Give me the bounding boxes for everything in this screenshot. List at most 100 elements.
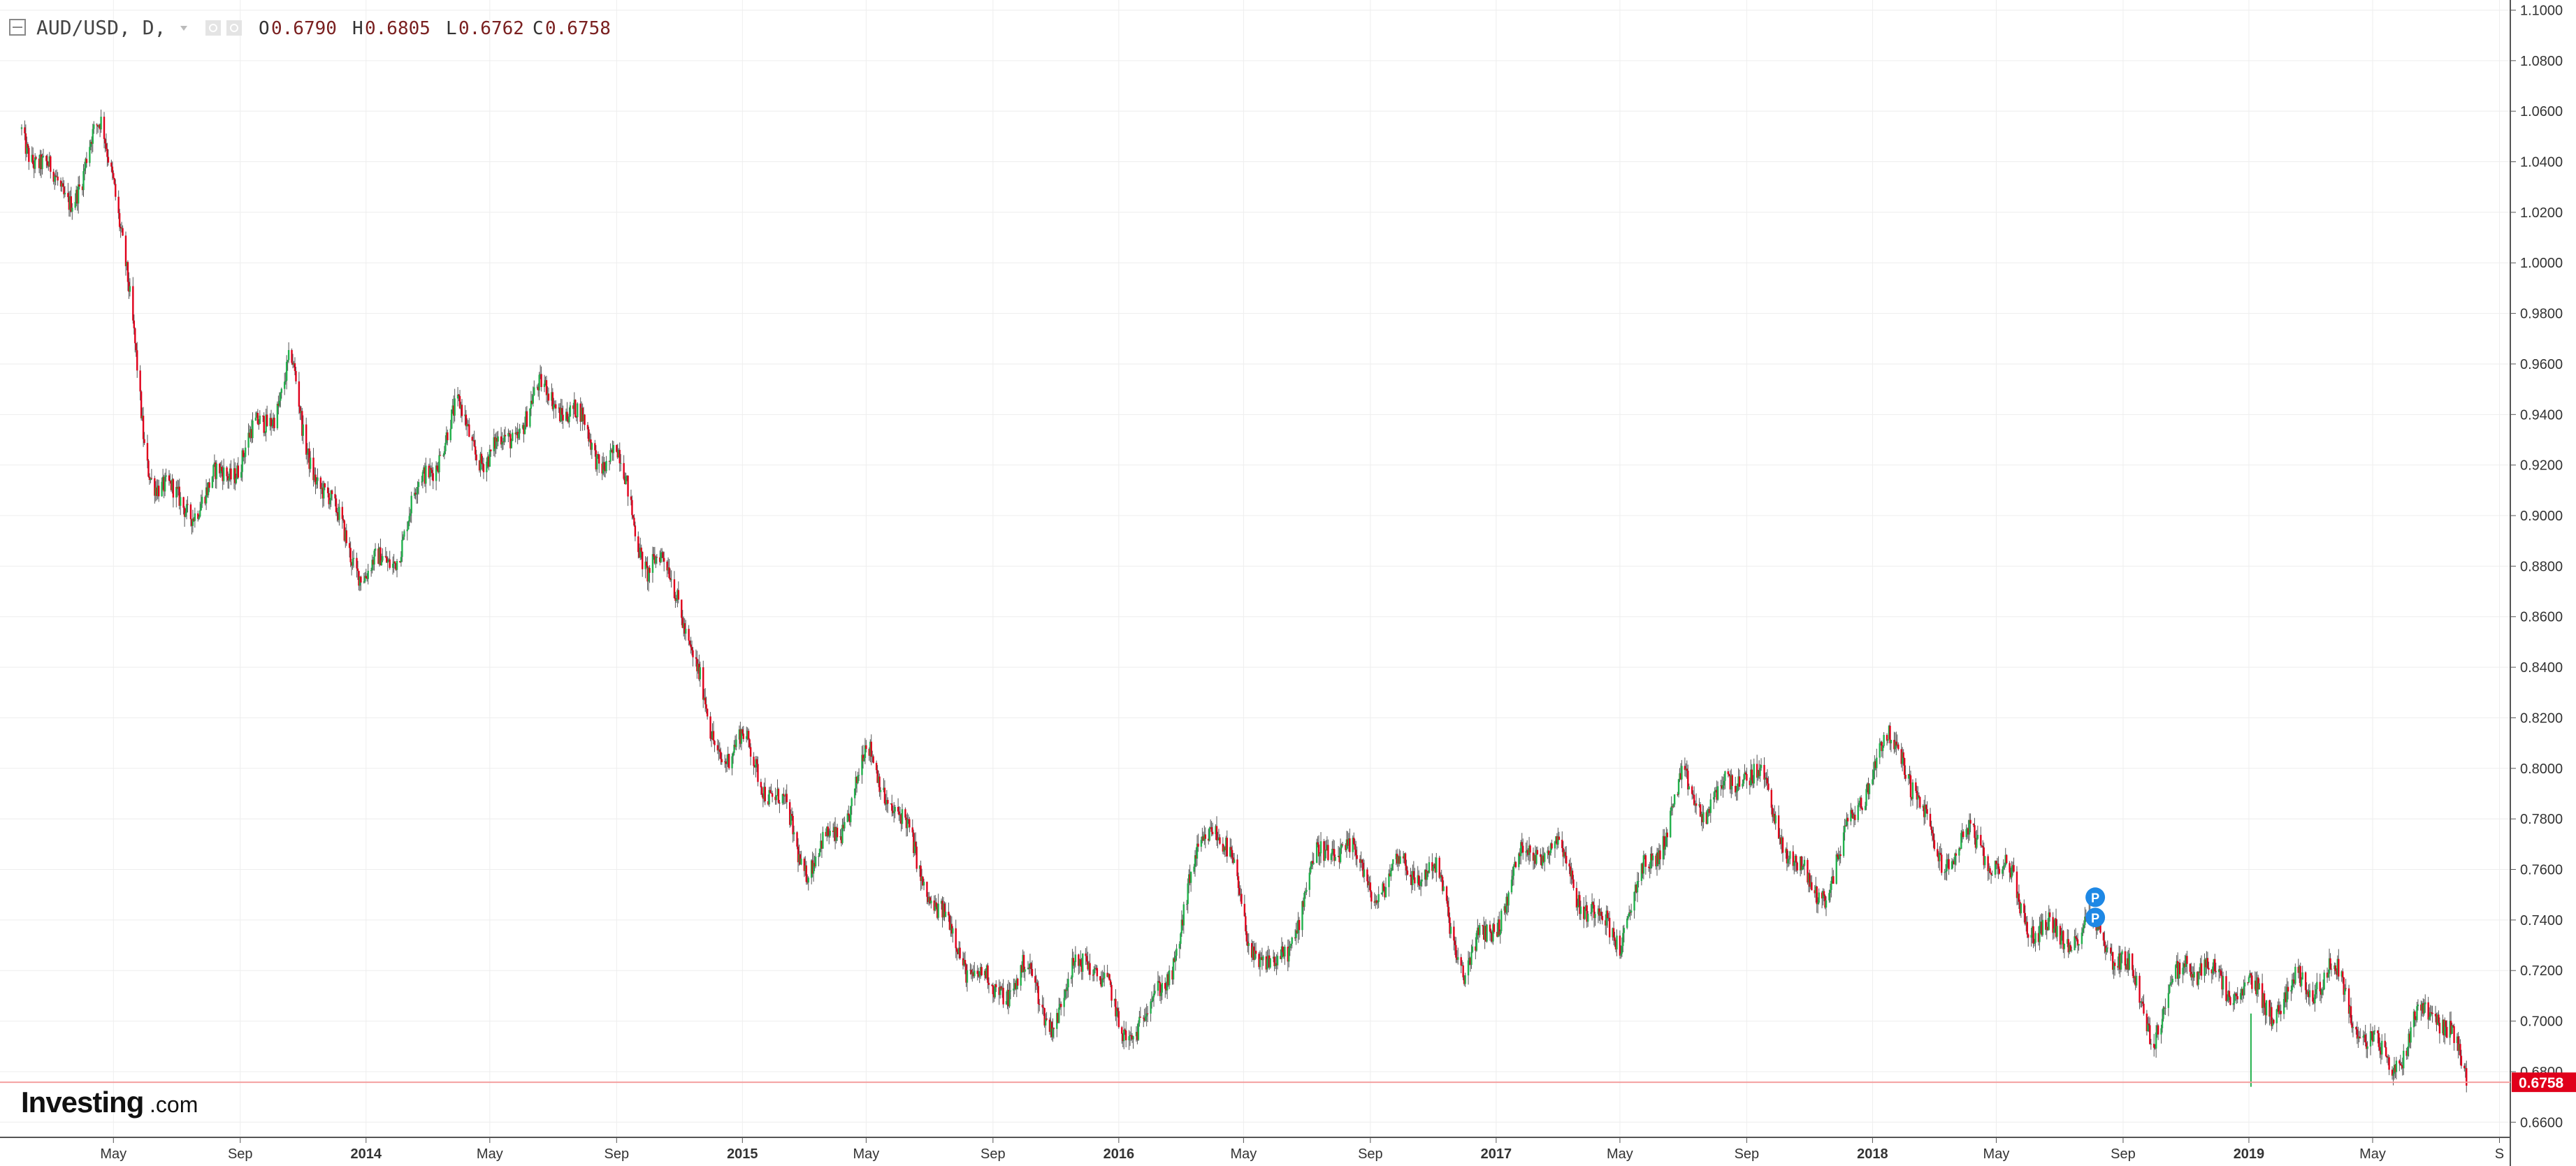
- candle-up: [804, 865, 806, 871]
- candle-down: [761, 787, 763, 795]
- candle-down: [1995, 861, 1997, 865]
- candle-down: [1482, 926, 1485, 940]
- candle-down: [875, 762, 878, 771]
- candle-down: [2099, 924, 2101, 933]
- candle-up: [1160, 992, 1162, 996]
- candle-up: [1744, 772, 1746, 780]
- compare-icon-ring: [230, 24, 238, 32]
- candle-down: [1751, 769, 1753, 780]
- candle-up: [851, 798, 853, 806]
- candle-up: [2056, 926, 2058, 937]
- candle-up: [1656, 852, 1658, 867]
- candle-up: [785, 794, 787, 796]
- candle-up: [388, 559, 390, 562]
- dropdown-arrow-icon[interactable]: [180, 26, 187, 31]
- candle-up: [940, 901, 943, 904]
- candle-up: [1976, 835, 1979, 839]
- candle-down: [1165, 989, 1167, 991]
- candle-up: [2369, 1031, 2372, 1047]
- candle-up: [2265, 1000, 2268, 1016]
- candle-down: [748, 739, 751, 748]
- candle-up: [620, 462, 622, 464]
- candle-up: [1831, 876, 1834, 881]
- candle-up: [1229, 847, 1231, 857]
- candle-down: [2297, 966, 2299, 973]
- candle-up: [1390, 870, 1392, 877]
- candle-down: [2261, 983, 2264, 1008]
- candle-down: [277, 403, 280, 407]
- candle-down: [154, 478, 156, 496]
- open-value: 0.6790: [271, 18, 337, 39]
- candle-up: [466, 424, 468, 427]
- candle-down: [1204, 834, 1206, 839]
- candle-down: [1504, 906, 1507, 913]
- candle-down: [473, 440, 475, 446]
- candle-up: [402, 537, 405, 540]
- candle-up: [265, 414, 267, 433]
- candle-up: [445, 432, 448, 443]
- candle-down: [1095, 968, 1097, 969]
- compare-icon[interactable]: [226, 20, 242, 36]
- candle-down: [1519, 853, 1521, 857]
- candle-up: [352, 559, 354, 566]
- position-marker-icon[interactable]: [2085, 887, 2106, 908]
- candle-up: [20, 127, 23, 129]
- candle-down: [1686, 768, 1688, 771]
- candle-down: [633, 518, 635, 526]
- candle-down: [243, 450, 245, 458]
- candle-down: [504, 435, 507, 437]
- settings-icon[interactable]: [205, 20, 221, 36]
- candle-up: [1528, 845, 1531, 855]
- candle-down: [909, 819, 911, 828]
- candle-down: [1130, 1035, 1132, 1036]
- candle-down: [1419, 884, 1421, 887]
- candle-down: [140, 391, 143, 418]
- candle-up: [2363, 1034, 2366, 1036]
- candle-down: [1022, 954, 1025, 972]
- candle-up: [359, 576, 361, 586]
- candle-down: [2067, 939, 2069, 953]
- candle-up: [738, 729, 741, 740]
- candle-up: [2061, 931, 2064, 935]
- candle-up: [755, 759, 757, 768]
- candle-up: [408, 516, 410, 522]
- candle-up: [2423, 1004, 2425, 1014]
- candle-down: [1926, 809, 1928, 814]
- candle-up: [1822, 891, 1824, 898]
- candle-up: [451, 409, 453, 429]
- candle-down: [2018, 894, 2020, 902]
- candle-up: [501, 442, 503, 445]
- candle-up: [676, 590, 679, 599]
- candle-up: [1549, 843, 1552, 853]
- candle-up: [1331, 849, 1333, 854]
- candle-up: [822, 831, 824, 849]
- candle-down: [1909, 775, 1912, 798]
- candle-down: [2052, 917, 2054, 933]
- candle-up: [486, 461, 488, 472]
- candle-up: [1958, 848, 1960, 856]
- candle-up: [1203, 834, 1206, 841]
- candle-down: [957, 952, 959, 954]
- candle-down: [99, 124, 101, 130]
- candle-up: [829, 831, 831, 836]
- candle-up: [957, 947, 960, 954]
- candle-down: [2355, 1026, 2357, 1030]
- low-value: 0.6762: [458, 18, 524, 39]
- y-tick-label: 0.7600: [2520, 863, 2563, 878]
- candle-down: [1078, 954, 1080, 966]
- candle-down: [2119, 953, 2121, 970]
- position-markers[interactable]: PP: [2085, 887, 2106, 928]
- candle-down: [1296, 930, 1298, 933]
- candle-down: [712, 731, 715, 741]
- candle-up: [1388, 873, 1390, 887]
- candle-down: [1222, 843, 1224, 852]
- candle-up: [241, 450, 243, 472]
- candle-down: [2350, 1006, 2352, 1023]
- candle-down: [985, 970, 987, 978]
- position-marker-icon[interactable]: [2085, 908, 2106, 928]
- candle-up: [2294, 966, 2296, 984]
- candle-down: [1043, 1007, 1045, 1026]
- candle-up: [1801, 866, 1804, 870]
- candle-down: [1547, 850, 1550, 855]
